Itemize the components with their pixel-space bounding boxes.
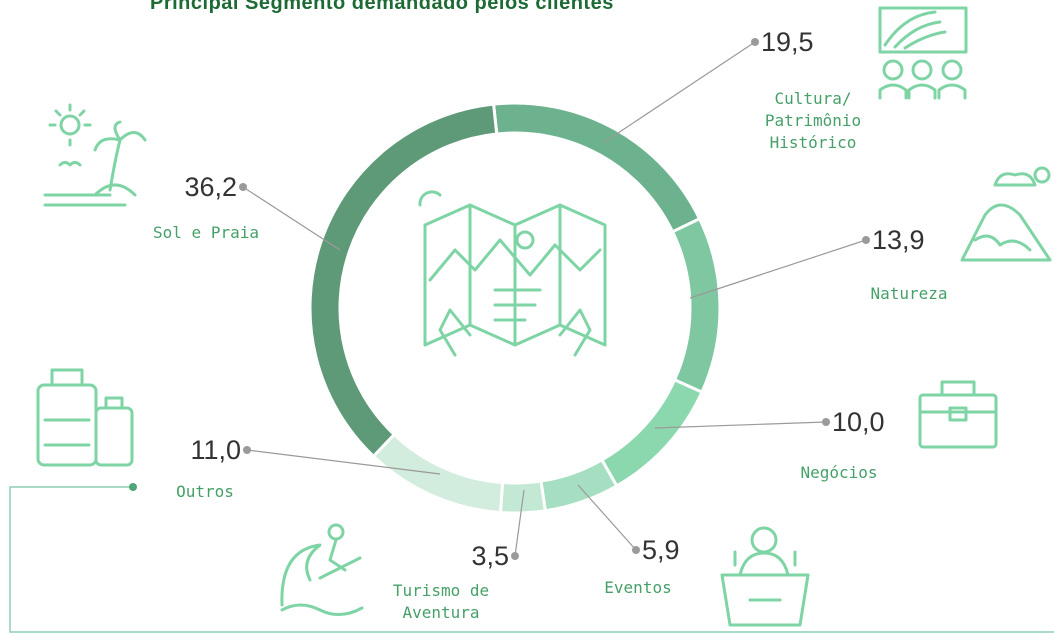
icon-nature	[962, 168, 1050, 260]
infographic: Principal Segmento demandado pelos clien…	[0, 0, 1054, 635]
donut-segment	[494, 103, 700, 232]
category-label: Sol e Praia	[153, 222, 259, 244]
icon-surf	[282, 525, 362, 615]
category-label: Natureza	[870, 283, 947, 305]
chart-title: Principal Segmento demandado pelos clien…	[150, 0, 614, 15]
leader-dot	[243, 446, 251, 454]
category-label: Outros	[176, 481, 234, 503]
icon-beach	[45, 105, 145, 205]
value-label: 36,2	[184, 172, 237, 202]
icon-map	[420, 192, 605, 355]
category-label: Cultura/ Patrimônio Histórico	[765, 88, 861, 154]
icon-luggage	[38, 370, 132, 465]
value-label: 10,0	[832, 407, 885, 437]
value-label: 19,5	[761, 27, 814, 57]
donut-segment	[673, 219, 720, 392]
value-label: 5,9	[642, 535, 680, 565]
leader-line	[603, 42, 755, 143]
value-label: 11,0	[190, 435, 241, 465]
value-label: 13,9	[872, 225, 925, 255]
icon-culture	[880, 8, 966, 98]
category-label: Turismo de Aventura	[393, 580, 489, 624]
donut-segment	[602, 380, 702, 486]
icon-speaker	[722, 528, 808, 625]
leader-dot	[239, 183, 247, 191]
category-label: Negócios	[800, 462, 877, 484]
leader-dot	[862, 236, 870, 244]
leader-dot	[822, 418, 830, 426]
leader-dot	[511, 552, 519, 560]
icon-briefcase	[920, 382, 996, 447]
leader-line	[578, 485, 636, 550]
value-label: 3,5	[471, 541, 509, 571]
chart	[0, 0, 1054, 635]
leader-dot	[751, 38, 759, 46]
frame-dot	[129, 483, 137, 491]
category-label: Eventos	[604, 577, 671, 599]
leader-dot	[632, 546, 640, 554]
